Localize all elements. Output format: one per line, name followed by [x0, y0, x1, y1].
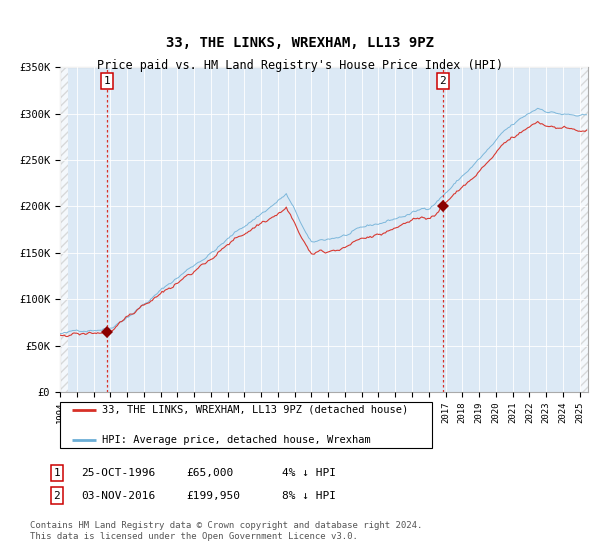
Text: 8% ↓ HPI: 8% ↓ HPI — [282, 491, 336, 501]
Text: £65,000: £65,000 — [186, 468, 233, 478]
Text: 4% ↓ HPI: 4% ↓ HPI — [282, 468, 336, 478]
Text: Contains HM Land Registry data © Crown copyright and database right 2024.: Contains HM Land Registry data © Crown c… — [30, 521, 422, 530]
Text: This data is licensed under the Open Government Licence v3.0.: This data is licensed under the Open Gov… — [30, 532, 358, 541]
Text: 1: 1 — [104, 76, 110, 86]
Text: 03-NOV-2016: 03-NOV-2016 — [81, 491, 155, 501]
Text: £199,950: £199,950 — [186, 491, 240, 501]
Text: HPI: Average price, detached house, Wrexham: HPI: Average price, detached house, Wrex… — [102, 435, 371, 445]
Text: 2: 2 — [53, 491, 61, 501]
Text: 33, THE LINKS, WREXHAM, LL13 9PZ: 33, THE LINKS, WREXHAM, LL13 9PZ — [166, 36, 434, 50]
Text: Price paid vs. HM Land Registry's House Price Index (HPI): Price paid vs. HM Land Registry's House … — [97, 59, 503, 72]
Text: 2: 2 — [439, 76, 446, 86]
Text: 33, THE LINKS, WREXHAM, LL13 9PZ (detached house): 33, THE LINKS, WREXHAM, LL13 9PZ (detach… — [102, 405, 408, 415]
Text: 1: 1 — [53, 468, 61, 478]
Text: 25-OCT-1996: 25-OCT-1996 — [81, 468, 155, 478]
